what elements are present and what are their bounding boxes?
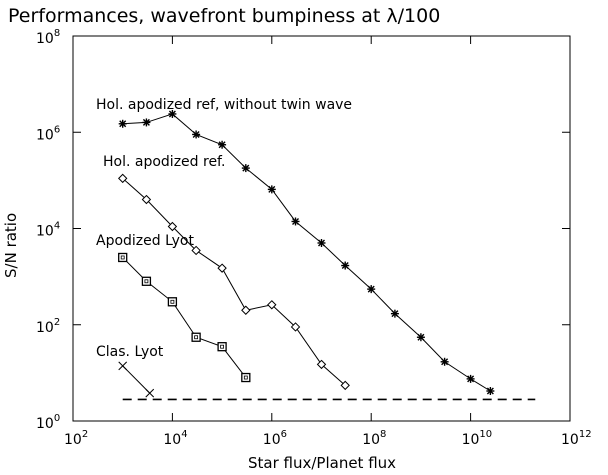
data-point xyxy=(142,118,151,127)
y-axis: 100 102 104 106 108 xyxy=(36,28,570,432)
data-point xyxy=(191,245,201,256)
data-point xyxy=(168,109,177,118)
data-point xyxy=(118,119,127,128)
y-tick-label: 108 xyxy=(36,28,60,47)
data-point xyxy=(241,164,250,173)
y-tick-label: 102 xyxy=(36,317,60,336)
series-annotation: Clas. Lyot xyxy=(96,344,164,360)
series-line xyxy=(122,113,491,392)
series-annotation: Hol. apodized ref. xyxy=(103,154,225,170)
data-point xyxy=(192,130,201,139)
series-annotation: Apodized Lyot xyxy=(96,233,194,249)
chart-title: Performances, wavefront bumpiness at λ/1… xyxy=(8,5,440,27)
data-point xyxy=(486,387,495,396)
series-line xyxy=(122,365,151,394)
data-point xyxy=(241,372,251,383)
data-point xyxy=(290,322,301,332)
data-point xyxy=(118,361,128,371)
x-tick-label: 102 xyxy=(64,429,88,448)
data-point xyxy=(317,238,326,247)
series-annotation: Hol. apodized ref, without twin wave xyxy=(96,97,352,113)
y-tick-label: 106 xyxy=(36,124,60,143)
data-point xyxy=(316,359,327,370)
y-tick-label: 100 xyxy=(36,413,60,432)
x-tick-label: 106 xyxy=(263,429,287,448)
data-point xyxy=(218,140,227,149)
data-point xyxy=(267,185,276,194)
data-point xyxy=(390,309,399,318)
data-point xyxy=(217,263,227,273)
data-point xyxy=(167,297,178,307)
data-point xyxy=(145,388,155,398)
data-point xyxy=(117,173,128,184)
x-tick-label: 104 xyxy=(163,429,187,448)
x-axis-label: Star flux/Planet flux xyxy=(248,454,396,472)
series-line xyxy=(122,178,346,386)
data-point xyxy=(141,276,152,286)
data-point xyxy=(191,332,201,342)
data-point xyxy=(217,342,227,352)
data-point xyxy=(267,300,277,310)
x-tick-label: 108 xyxy=(362,429,386,448)
data-point xyxy=(167,221,178,232)
series-group xyxy=(117,109,536,401)
data-point xyxy=(466,374,475,383)
data-point xyxy=(118,252,128,263)
data-point xyxy=(416,333,425,342)
x-tick-label: 1010 xyxy=(462,429,493,448)
data-point xyxy=(340,380,350,391)
y-tick-label: 104 xyxy=(36,221,60,240)
data-point xyxy=(291,217,300,226)
data-point xyxy=(440,357,449,366)
data-point xyxy=(341,261,350,270)
data-point xyxy=(367,285,376,294)
data-point xyxy=(141,194,152,205)
y-axis-label: S/N ratio xyxy=(2,213,20,278)
data-point xyxy=(241,305,251,315)
x-tick-label: 1012 xyxy=(561,429,592,448)
series-annotations: Hol. apodized ref, without twin wave Hol.… xyxy=(96,97,352,360)
